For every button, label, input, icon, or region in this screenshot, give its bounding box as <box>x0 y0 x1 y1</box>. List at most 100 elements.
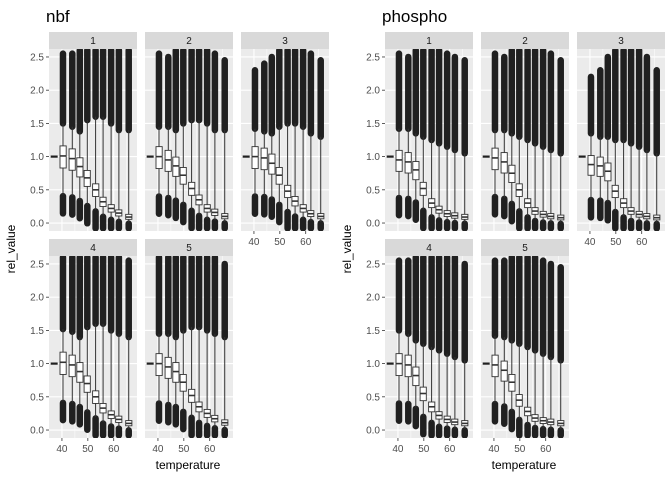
x-tick-label: 60 <box>636 237 648 248</box>
y-tick-label: 2.5 <box>30 259 44 270</box>
facet-strip <box>145 32 233 49</box>
box-iqr <box>164 149 172 172</box>
facet-strip-label: 3 <box>282 36 288 47</box>
box-iqr <box>68 354 76 378</box>
box-iqr <box>164 356 172 379</box>
box-iqr <box>404 152 412 174</box>
x-tick-label: 40 <box>56 444 68 455</box>
box-iqr <box>404 354 412 378</box>
chart-title-phospho: phospho <box>382 7 447 26</box>
y-tick-label: 2.0 <box>366 86 380 97</box>
facet-strip-label: 4 <box>426 243 432 254</box>
y-tick-label: 2.5 <box>366 52 380 63</box>
facet-strip <box>49 32 137 49</box>
box-iqr <box>395 149 403 172</box>
y-tick-label: 1.5 <box>366 326 380 337</box>
facet-panel-5: 5 40 50 60 <box>145 239 233 455</box>
facet-panel-1: 1 0.0 0.5 1.0 1.5 2.0 2.5 <box>366 32 473 231</box>
facet-panels-phospho: 1 0.0 0.5 1.0 1.5 2.0 2.5 2 3 40 50 60 4 0.0 0.5 1.0 1.5… <box>366 32 665 455</box>
facet-strip-label: 3 <box>618 36 624 47</box>
y-tick-label: 0.5 <box>30 185 44 196</box>
facet-strip <box>385 239 473 256</box>
y-tick-label: 0.0 <box>30 219 44 230</box>
boxplot-marks <box>50 49 133 231</box>
box-iqr <box>500 360 508 382</box>
x-tick-label: 60 <box>108 444 120 455</box>
facet-strip-label: 2 <box>522 36 528 47</box>
x-tick-label: 60 <box>204 444 216 455</box>
y-tick-label: 1.0 <box>366 152 380 163</box>
facet-strip <box>577 32 665 49</box>
x-tick-label: 50 <box>274 237 286 248</box>
facet-strip <box>241 32 329 49</box>
y-tick-label: 1.0 <box>366 359 380 370</box>
x-tick-label: 40 <box>152 444 164 455</box>
facet-strip-label: 5 <box>522 243 528 254</box>
box-iqr <box>587 155 595 176</box>
facet-panel-2: 2 <box>481 32 569 231</box>
x-tick-label: 40 <box>584 237 596 248</box>
box-iqr <box>172 362 180 383</box>
box-iqr <box>172 156 180 177</box>
x-tick-label: 50 <box>610 237 622 248</box>
x-axis-title-phospho: temperature <box>492 458 557 472</box>
box-iqr <box>155 146 163 170</box>
x-tick-label: 50 <box>418 444 430 455</box>
y-tick-label: 0.0 <box>30 426 44 437</box>
box-iqr <box>500 152 508 174</box>
facet-panel-1: 1 0.0 0.5 1.0 1.5 2.0 2.5 <box>30 32 137 231</box>
y-tick-label: 2.5 <box>30 52 44 63</box>
x-tick-label: 60 <box>540 444 552 455</box>
facet-strip <box>481 32 569 49</box>
box-iqr <box>395 353 403 377</box>
x-tick-label: 50 <box>178 444 190 455</box>
x-tick-label: 40 <box>392 444 404 455</box>
boxplot-marks <box>146 256 229 438</box>
facet-strip-label: 2 <box>186 36 192 47</box>
box-iqr <box>260 147 268 171</box>
y-tick-label: 1.0 <box>30 152 44 163</box>
box-iqr <box>59 351 67 375</box>
box-iqr <box>251 146 259 170</box>
facet-panel-3: 3 40 50 60 <box>577 32 665 248</box>
y-axis-title-nbf: rel_value <box>4 224 18 273</box>
boxplot-marks <box>50 256 133 438</box>
facet-strip-label: 1 <box>426 36 432 47</box>
boxplot-marks <box>482 49 565 231</box>
y-tick-label: 0.5 <box>366 392 380 403</box>
facet-panel-2: 2 <box>145 32 233 231</box>
chart-group-phospho: phospho rel_value temperature 1 0.0 0.5 1.0… <box>340 7 665 472</box>
box-iqr <box>268 153 276 175</box>
x-tick-label: 60 <box>444 444 456 455</box>
facet-panel-4: 4 0.0 0.5 1.0 1.5 2.0 2.5 40 50 60 <box>366 239 473 455</box>
y-tick-label: 0.5 <box>366 185 380 196</box>
box-iqr <box>68 148 76 171</box>
box-iqr <box>155 353 163 377</box>
x-tick-label: 60 <box>300 237 312 248</box>
x-tick-label: 50 <box>514 444 526 455</box>
y-tick-label: 2.5 <box>366 259 380 270</box>
facet-panel-4: 4 0.0 0.5 1.0 1.5 2.0 2.5 40 50 60 <box>30 239 137 455</box>
box-iqr <box>76 362 84 383</box>
facet-strip <box>49 239 137 256</box>
x-tick-label: 40 <box>248 237 260 248</box>
y-tick-label: 2.0 <box>30 293 44 304</box>
y-tick-label: 0.5 <box>30 392 44 403</box>
y-tick-label: 2.0 <box>366 293 380 304</box>
box-iqr <box>59 145 67 169</box>
facet-strip-label: 5 <box>186 243 192 254</box>
boxplot-marks <box>386 49 469 231</box>
facet-strip-label: 1 <box>90 36 96 47</box>
facet-panel-3: 3 40 50 60 <box>241 32 329 248</box>
x-tick-label: 40 <box>488 444 500 455</box>
y-tick-label: 1.5 <box>366 119 380 130</box>
y-tick-label: 2.0 <box>30 86 44 97</box>
boxplot-marks <box>146 49 229 231</box>
boxplot-marks <box>242 49 325 231</box>
x-tick-label: 50 <box>82 444 94 455</box>
y-axis-title-phospho: rel_value <box>340 224 354 273</box>
box-iqr <box>491 147 499 171</box>
y-tick-label: 1.5 <box>30 326 44 337</box>
box-iqr <box>596 156 604 177</box>
